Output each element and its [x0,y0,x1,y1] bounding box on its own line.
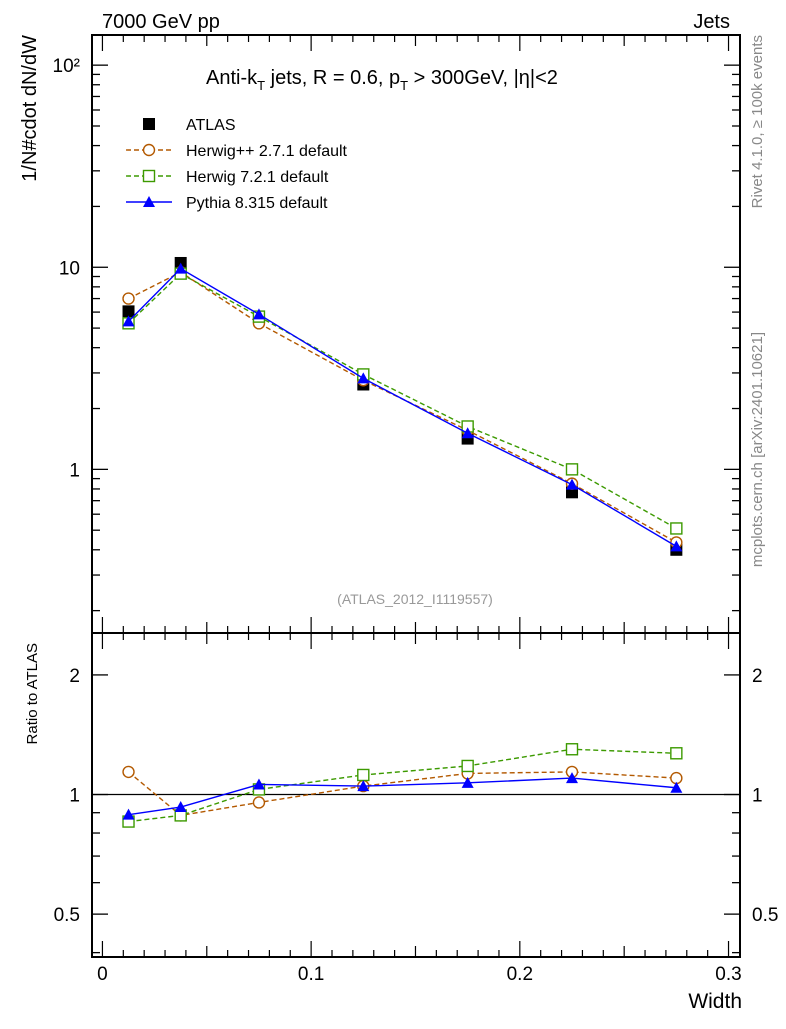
ratio-point-pythia [461,776,474,788]
ratio-point-herwig7 [670,747,683,760]
point-pythia [461,427,474,439]
point-pythia [122,315,135,327]
legend-label: Pythia 8.315 default [186,195,328,212]
chart-marks: 10² 10 1 2 2 1 1 0.5 0.5 0 0.1 0.2 0.3 [53,35,778,985]
ratio-point-pythia [566,772,578,784]
ratio-series-line-herwigpp [128,771,677,817]
header-left: 7000 GeV pp [102,11,220,33]
legend-marker-pythia [143,196,155,207]
ratio-y-tick-label-right: 1 [752,786,763,807]
point-pythia [174,262,187,274]
legend-label: Herwig++ 2.7.1 default [186,143,348,160]
ratio-y-tick-label-right: 0.5 [752,905,778,926]
ratio-point-pythia [357,780,370,792]
title-sub: T [400,78,408,93]
point-pythia [252,308,265,320]
series-line-herwigpp [128,271,677,544]
ratio-point-herwigpp [122,765,135,779]
ratio-y-tick-label: 1 [69,786,80,807]
legend-label: Herwig 7.2.1 default [186,169,329,186]
x-tick-label: 0 [97,964,108,985]
ratio-point-pythia [252,778,265,790]
ratio-y-tick-label: 2 [69,666,80,687]
xlabel: Width [688,990,742,1013]
title-part: jets, R = 0.6, p [265,67,400,89]
legend-marker-herwigpp [142,143,156,157]
point-pythia [670,540,683,552]
header-right: Jets [693,11,730,33]
point-herwigpp [122,292,135,305]
title-sub: T [257,78,265,93]
legend: ATLAS Herwig++ 2.7.1 default Herwig 7.2.1 … [126,117,348,212]
ratio-y-tick-label: 0.5 [54,905,80,926]
ratio-point-pythia [122,808,135,820]
main-ylabel: 1/N#cdot dN/dW [19,35,41,182]
ratio-point-herwig7 [357,768,370,782]
ratio-frame [91,632,741,958]
point-pythia [357,372,370,384]
legend-marker-herwig7 [142,169,156,183]
ratio-y-tick-label-right: 2 [752,666,763,687]
point-pythia [566,478,578,490]
ratio-point-herwig7 [565,743,579,756]
ratio-point-herwigpp [252,796,266,809]
x-tick-label: 0.1 [298,964,324,985]
title-part: > 300GeV, |η|<2 [408,67,558,89]
legend-label: ATLAS [186,117,236,134]
rivet-label: Rivet 4.1.0, ≥ 100k events [749,35,766,208]
ratio-ylabel: Ratio to ATLAS [24,643,41,744]
ratio-point-pythia [174,801,187,813]
y-tick-label: 10² [53,56,80,77]
mcplots-label: mcplots.cern.ch [arXiv:2401.10621] [749,332,766,567]
y-tick-label: 10 [59,258,80,279]
series-line-herwig7 [128,272,677,530]
point-atlas [122,305,135,318]
ratio-point-pythia [670,781,683,793]
title-part: Anti-k [206,67,258,89]
point-herwig7 [670,522,683,535]
ratio-point-herwig7 [461,759,474,773]
ratio-series-line-pythia [128,777,677,816]
y-tick-label: 1 [69,460,80,481]
legend-marker-atlas [143,118,155,130]
point-herwig7 [565,463,579,476]
analysis-id: (ATLAS_2012_I1119557) [337,591,493,607]
x-tick-label: 0.2 [507,964,533,985]
plot-title: Anti-kT jets, R = 0.6, pT > 300GeV, |η|<… [206,67,558,93]
series-line-pythia [128,267,677,547]
x-tick-label: 0.3 [715,964,741,985]
